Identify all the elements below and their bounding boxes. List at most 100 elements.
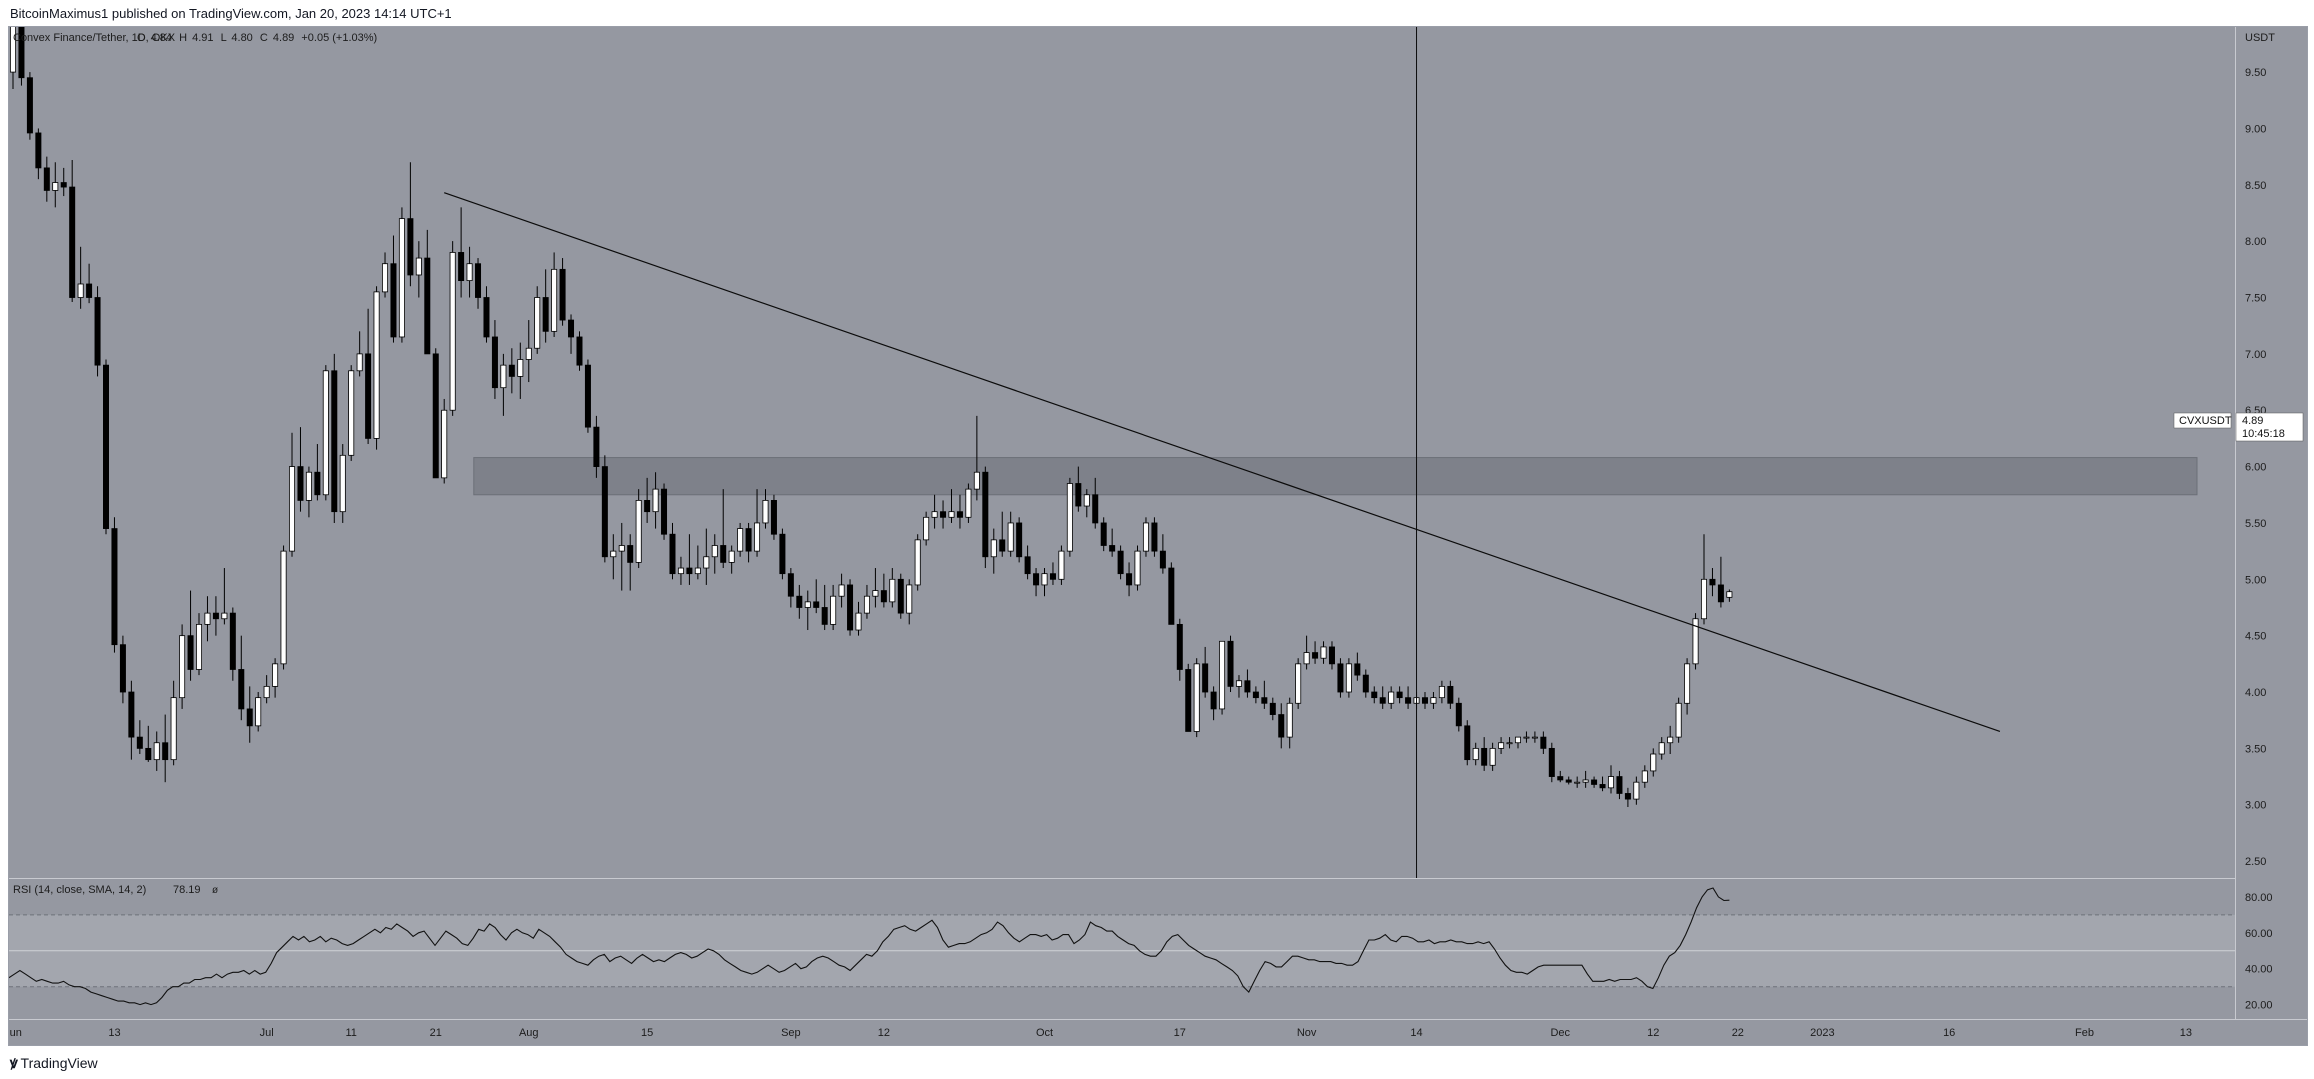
price-tick-label: 9.50 bbox=[2245, 67, 2266, 79]
candle-body bbox=[1599, 784, 1606, 789]
time-tick-label: 12 bbox=[878, 1027, 890, 1039]
candle-body bbox=[661, 488, 668, 535]
tradingview-logo-icon[interactable]: ꝟ bbox=[10, 1055, 17, 1072]
candle-body bbox=[1286, 702, 1293, 738]
candle-body bbox=[272, 663, 279, 687]
candle-body bbox=[339, 454, 346, 513]
candle-body bbox=[103, 364, 110, 529]
candle-body bbox=[128, 691, 135, 738]
candle-body bbox=[1447, 685, 1454, 704]
candle-body bbox=[491, 336, 498, 389]
candle-body bbox=[1244, 680, 1251, 693]
candle-body bbox=[145, 747, 152, 761]
candle-body bbox=[1548, 747, 1555, 777]
price-tick-label: 9.00 bbox=[2245, 123, 2266, 135]
candle-body bbox=[694, 567, 701, 575]
candle-body bbox=[1041, 573, 1048, 586]
time-tick-label: Aug bbox=[519, 1027, 539, 1039]
symbol-tag[interactable] bbox=[2173, 412, 2232, 429]
rsi-tick-label: 20.00 bbox=[2245, 1000, 2273, 1012]
candle-body bbox=[787, 573, 794, 597]
last-price-tag[interactable] bbox=[2235, 412, 2304, 442]
candle-body bbox=[356, 353, 363, 372]
candle-body bbox=[796, 595, 803, 608]
time-tick-label: Nov bbox=[1297, 1027, 1317, 1039]
candle-body bbox=[813, 601, 820, 608]
time-tick-label: 21 bbox=[430, 1027, 442, 1039]
candle-body bbox=[1472, 747, 1479, 761]
candle-body bbox=[956, 511, 963, 518]
candle-body bbox=[551, 268, 558, 332]
candle-body bbox=[1345, 663, 1352, 693]
candle-body bbox=[1430, 697, 1437, 704]
candle-body bbox=[1235, 680, 1242, 687]
price-tick-label: 4.50 bbox=[2245, 631, 2266, 643]
price-axis-area bbox=[2235, 27, 2307, 1019]
candle-body bbox=[280, 550, 287, 665]
price-tick-label: 7.00 bbox=[2245, 349, 2266, 361]
candle-body bbox=[931, 511, 938, 518]
candle-body bbox=[1531, 736, 1538, 739]
candle-body bbox=[906, 584, 913, 614]
candle-body bbox=[1675, 702, 1682, 738]
candle-body bbox=[1168, 567, 1175, 625]
candle-body bbox=[1134, 550, 1141, 586]
candle-body bbox=[1083, 494, 1090, 507]
price-tick-label: 7.50 bbox=[2245, 293, 2266, 305]
rsi-tick-label: 40.00 bbox=[2245, 964, 2273, 976]
candle-body bbox=[424, 257, 431, 355]
candle-body bbox=[1261, 697, 1268, 704]
candle-body bbox=[500, 364, 507, 389]
candle-body bbox=[508, 364, 515, 377]
candle-body bbox=[948, 511, 955, 518]
legend-symbol: Convex Finance/Tether, 1D, OKX bbox=[13, 32, 176, 44]
rsi-eye-icon[interactable]: ø bbox=[212, 885, 218, 896]
candle-body bbox=[289, 466, 296, 552]
candle-body bbox=[1514, 736, 1521, 744]
candle-body bbox=[1100, 522, 1107, 546]
candle-body bbox=[847, 584, 854, 631]
candle-body bbox=[1591, 779, 1598, 785]
candle-body bbox=[1202, 663, 1209, 693]
time-tick-label: Jul bbox=[260, 1027, 274, 1039]
candle-body bbox=[965, 488, 972, 518]
candle-body bbox=[1717, 584, 1724, 603]
publisher-line: BitcoinMaximus1 published on TradingView… bbox=[10, 6, 452, 21]
candle-body bbox=[1117, 550, 1124, 575]
descending-trendline[interactable] bbox=[444, 192, 2001, 733]
candle-body bbox=[1328, 646, 1335, 665]
time-axis-area bbox=[9, 1019, 2307, 1045]
candle-body bbox=[754, 522, 761, 552]
candle-body bbox=[872, 590, 879, 597]
candle-body bbox=[914, 539, 921, 586]
candle-body bbox=[1506, 742, 1513, 745]
candlestick-chart[interactable]: 9.509.008.508.007.507.006.506.005.505.00… bbox=[4, 15, 2307, 1045]
rsi-ticks: 80.00 60.00 40.00 20.00 bbox=[2245, 892, 2273, 1012]
candle-body bbox=[1278, 714, 1285, 738]
candle-body bbox=[1709, 578, 1716, 586]
candle-body bbox=[111, 528, 118, 646]
candle-body bbox=[1176, 623, 1183, 670]
candle-body bbox=[26, 77, 33, 134]
candle-body bbox=[1337, 663, 1344, 693]
candle-body bbox=[246, 708, 253, 727]
candle-body bbox=[475, 263, 482, 298]
time-tick-label: 11 bbox=[345, 1027, 356, 1039]
candle-body bbox=[830, 595, 837, 625]
candle-body bbox=[255, 697, 262, 727]
candle-body bbox=[1210, 691, 1217, 710]
candle-body bbox=[153, 742, 160, 761]
candle-body bbox=[238, 669, 245, 710]
candle-body bbox=[52, 182, 59, 191]
candle-body bbox=[86, 283, 93, 298]
candle-body bbox=[441, 409, 448, 479]
candle-body bbox=[576, 336, 583, 366]
candle-body bbox=[170, 697, 177, 761]
candle-body bbox=[1066, 483, 1073, 552]
candle-body bbox=[458, 252, 465, 282]
candle-body bbox=[1658, 742, 1665, 755]
price-pane bbox=[9, 27, 2235, 878]
time-tick-label: 2023 bbox=[1810, 1027, 1834, 1039]
candle-body bbox=[644, 500, 651, 513]
price-tick-label: 4.00 bbox=[2245, 687, 2266, 699]
